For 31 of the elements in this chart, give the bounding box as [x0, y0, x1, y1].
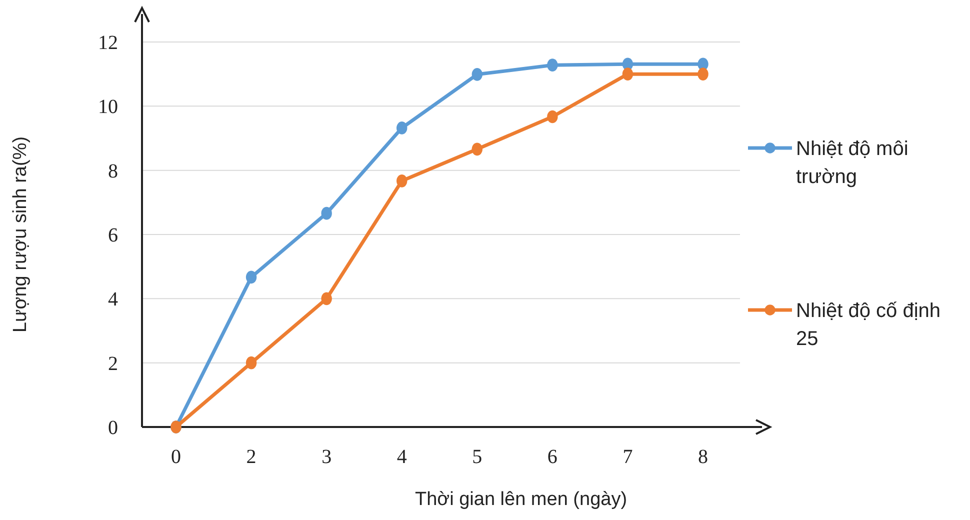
y-tick-label: 6 [108, 224, 118, 246]
point [396, 122, 408, 134]
y-tick-label: 8 [108, 160, 118, 182]
point [547, 110, 558, 124]
x-axis-title: Thời gian lên men (ngày) [414, 489, 628, 510]
point [246, 270, 257, 284]
x-tick-label: 5 [472, 446, 482, 468]
point [396, 174, 408, 188]
y-axis-title: Lượng rượu sinh ra(%) [10, 136, 31, 333]
y-tick-label: 12 [98, 32, 118, 54]
point [246, 356, 257, 370]
point [321, 292, 332, 306]
x-tick-label: 4 [396, 446, 407, 468]
x-tick-label: 2 [246, 446, 256, 468]
legend-label: Nhiệt độ môi trường [796, 138, 908, 188]
y-tick-label: 0 [108, 417, 118, 439]
x-tick-label: 3 [322, 446, 332, 468]
point [472, 68, 482, 81]
point [547, 58, 558, 72]
x-tick-label: 0 [171, 446, 181, 468]
y-tick-label: 4 [108, 288, 118, 311]
x-tick-label: 6 [547, 446, 558, 468]
y-tick-label: 10 [98, 96, 118, 118]
point [622, 68, 634, 80]
x-tick-label: 7 [622, 446, 633, 468]
point [472, 142, 482, 156]
point [321, 206, 332, 220]
x-tick-label: 8 [698, 446, 708, 468]
point [698, 68, 708, 80]
y-tick-label: 2 [108, 352, 118, 375]
legend-label: Nhiệt độ cố định 25 [796, 300, 941, 350]
